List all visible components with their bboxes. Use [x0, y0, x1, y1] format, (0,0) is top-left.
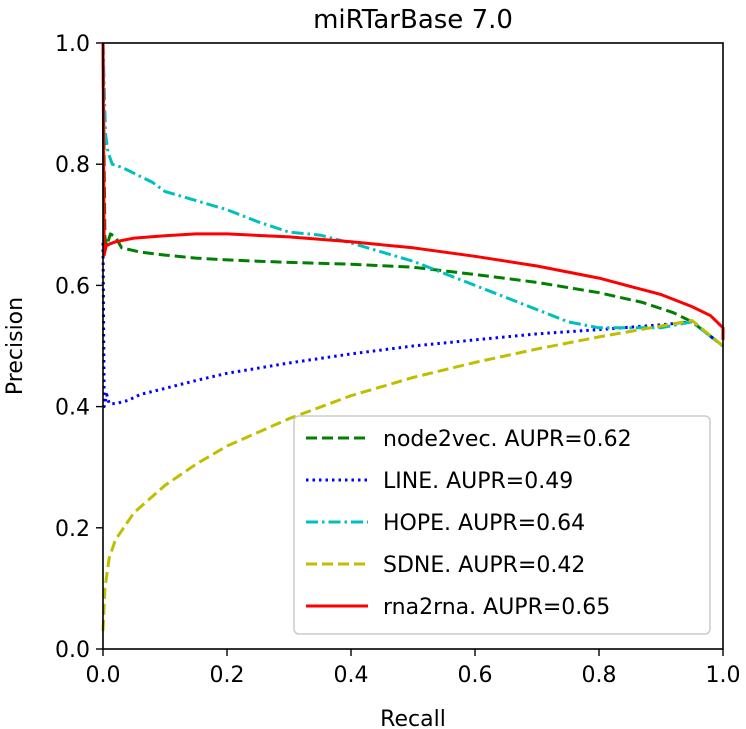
- series-line-0: [101, 42, 724, 348]
- y-axis-label: Precision: [3, 297, 28, 395]
- x-tick-label: 1.0: [706, 663, 741, 688]
- legend-label: LINE. AUPR=0.49: [383, 469, 573, 494]
- x-tick-label: 0.0: [86, 663, 121, 688]
- x-tick-label: 0.6: [458, 663, 493, 688]
- chart-title: miRTarBase 7.0: [313, 5, 513, 35]
- series-line-3: [101, 319, 724, 631]
- y-tick-label: 0.2: [55, 517, 90, 542]
- series-line-1: [101, 242, 724, 409]
- axis-ticks: 0.0 0.2 0.4 0.6 0.8 1.0 0.0 0.2 0.4 0.6 0.8 1.0: [55, 32, 741, 688]
- y-tick-label: 0.8: [55, 153, 90, 178]
- y-tick-label: 0.4: [55, 396, 90, 421]
- series-line-2: [101, 42, 724, 348]
- y-tick-label: 1.0: [55, 32, 90, 57]
- legend-label: node2vec. AUPR=0.62: [383, 427, 632, 452]
- legend-box: [293, 415, 711, 635]
- y-tick-label: 0.0: [55, 638, 90, 663]
- plot-frame: [102, 42, 724, 650]
- legend: node2vec. AUPR=0.62 LINE. AUPR=0.49 HOPE. …: [293, 415, 711, 635]
- series-line-4: [101, 42, 725, 340]
- x-tick-label: 0.2: [210, 663, 245, 688]
- x-axis-label: Recall: [380, 707, 446, 729]
- legend-label: rna2rna. AUPR=0.65: [383, 595, 610, 620]
- x-tick-label: 0.8: [582, 663, 617, 688]
- x-tick-label: 0.4: [334, 663, 369, 688]
- plot-area: [101, 42, 725, 631]
- legend-label: HOPE. AUPR=0.64: [383, 511, 585, 536]
- y-tick-label: 0.6: [55, 274, 90, 299]
- legend-label: SDNE. AUPR=0.42: [383, 553, 585, 578]
